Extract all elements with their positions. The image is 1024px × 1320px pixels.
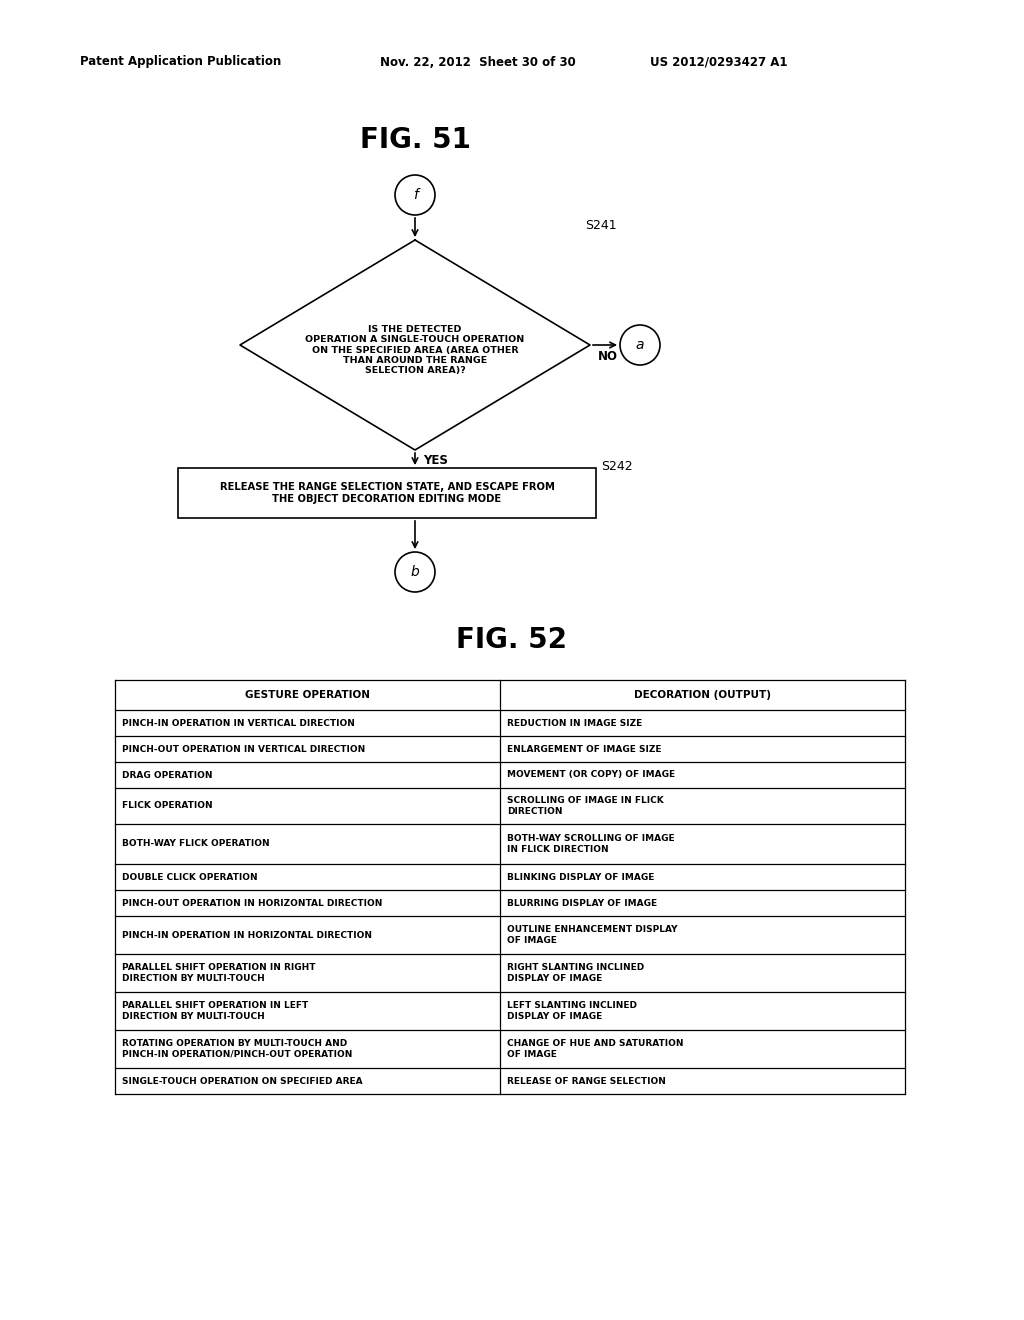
Text: PINCH-IN OPERATION IN HORIZONTAL DIRECTION: PINCH-IN OPERATION IN HORIZONTAL DIRECTI… <box>122 931 372 940</box>
Text: FLICK OPERATION: FLICK OPERATION <box>122 801 213 810</box>
Text: f: f <box>413 187 418 202</box>
Text: SINGLE-TOUCH OPERATION ON SPECIFIED AREA: SINGLE-TOUCH OPERATION ON SPECIFIED AREA <box>122 1077 362 1085</box>
Text: IS THE DETECTED
OPERATION A SINGLE-TOUCH OPERATION
ON THE SPECIFIED AREA (AREA O: IS THE DETECTED OPERATION A SINGLE-TOUCH… <box>305 325 524 375</box>
Text: DRAG OPERATION: DRAG OPERATION <box>122 771 213 780</box>
Text: RELEASE OF RANGE SELECTION: RELEASE OF RANGE SELECTION <box>507 1077 666 1085</box>
Text: Patent Application Publication: Patent Application Publication <box>80 55 282 69</box>
Text: PARALLEL SHIFT OPERATION IN LEFT
DIRECTION BY MULTI-TOUCH: PARALLEL SHIFT OPERATION IN LEFT DIRECTI… <box>122 1002 308 1020</box>
Text: S242: S242 <box>601 459 633 473</box>
Text: PINCH-OUT OPERATION IN HORIZONTAL DIRECTION: PINCH-OUT OPERATION IN HORIZONTAL DIRECT… <box>122 899 382 908</box>
Text: b: b <box>411 565 420 579</box>
Text: PARALLEL SHIFT OPERATION IN RIGHT
DIRECTION BY MULTI-TOUCH: PARALLEL SHIFT OPERATION IN RIGHT DIRECT… <box>122 964 315 982</box>
Text: BOTH-WAY FLICK OPERATION: BOTH-WAY FLICK OPERATION <box>122 840 269 849</box>
Text: PINCH-IN OPERATION IN VERTICAL DIRECTION: PINCH-IN OPERATION IN VERTICAL DIRECTION <box>122 718 355 727</box>
Text: RIGHT SLANTING INCLINED
DISPLAY OF IMAGE: RIGHT SLANTING INCLINED DISPLAY OF IMAGE <box>507 964 644 982</box>
Text: CHANGE OF HUE AND SATURATION
OF IMAGE: CHANGE OF HUE AND SATURATION OF IMAGE <box>507 1039 683 1059</box>
Text: FIG. 52: FIG. 52 <box>457 626 567 653</box>
Text: OUTLINE ENHANCEMENT DISPLAY
OF IMAGE: OUTLINE ENHANCEMENT DISPLAY OF IMAGE <box>507 925 678 945</box>
Text: DOUBLE CLICK OPERATION: DOUBLE CLICK OPERATION <box>122 873 258 882</box>
Text: BLURRING DISPLAY OF IMAGE: BLURRING DISPLAY OF IMAGE <box>507 899 657 908</box>
Text: S241: S241 <box>585 219 616 232</box>
Text: NO: NO <box>598 351 618 363</box>
Text: GESTURE OPERATION: GESTURE OPERATION <box>245 690 370 700</box>
Text: DECORATION (OUTPUT): DECORATION (OUTPUT) <box>634 690 771 700</box>
Text: REDUCTION IN IMAGE SIZE: REDUCTION IN IMAGE SIZE <box>507 718 642 727</box>
Text: LEFT SLANTING INCLINED
DISPLAY OF IMAGE: LEFT SLANTING INCLINED DISPLAY OF IMAGE <box>507 1002 637 1020</box>
Text: MOVEMENT (OR COPY) OF IMAGE: MOVEMENT (OR COPY) OF IMAGE <box>507 771 675 780</box>
Text: RELEASE THE RANGE SELECTION STATE, AND ESCAPE FROM
THE OBJECT DECORATION EDITING: RELEASE THE RANGE SELECTION STATE, AND E… <box>219 482 554 504</box>
Bar <box>178 469 596 517</box>
Text: ENLARGEMENT OF IMAGE SIZE: ENLARGEMENT OF IMAGE SIZE <box>507 744 662 754</box>
Text: SCROLLING OF IMAGE IN FLICK
DIRECTION: SCROLLING OF IMAGE IN FLICK DIRECTION <box>507 796 664 816</box>
Text: BLINKING DISPLAY OF IMAGE: BLINKING DISPLAY OF IMAGE <box>507 873 654 882</box>
Text: Nov. 22, 2012  Sheet 30 of 30: Nov. 22, 2012 Sheet 30 of 30 <box>380 55 575 69</box>
Text: YES: YES <box>423 454 447 466</box>
Text: a: a <box>636 338 644 352</box>
Text: PINCH-OUT OPERATION IN VERTICAL DIRECTION: PINCH-OUT OPERATION IN VERTICAL DIRECTIO… <box>122 744 366 754</box>
Text: FIG. 51: FIG. 51 <box>359 125 470 154</box>
Text: ROTATING OPERATION BY MULTI-TOUCH AND
PINCH-IN OPERATION/PINCH-OUT OPERATION: ROTATING OPERATION BY MULTI-TOUCH AND PI… <box>122 1039 352 1059</box>
Text: BOTH-WAY SCROLLING OF IMAGE
IN FLICK DIRECTION: BOTH-WAY SCROLLING OF IMAGE IN FLICK DIR… <box>507 834 675 854</box>
Text: US 2012/0293427 A1: US 2012/0293427 A1 <box>650 55 787 69</box>
